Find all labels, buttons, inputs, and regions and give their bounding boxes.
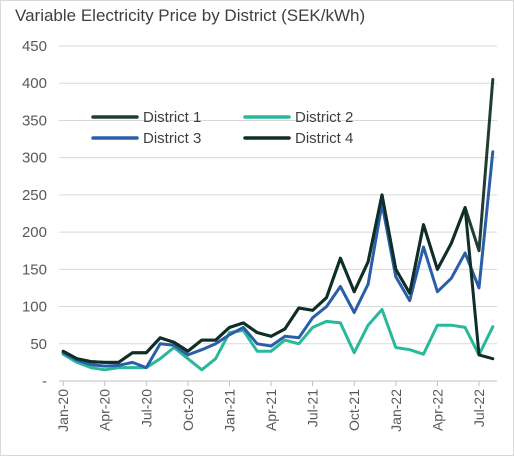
y-tick-label: 200	[22, 224, 47, 241]
y-axis: - 50 100 150 200 250 300 350 400 450	[22, 38, 47, 390]
x-tick-label: Apr-21	[263, 389, 279, 431]
y-tick-label: 100	[22, 299, 47, 316]
y-tick-label: -	[42, 373, 47, 390]
y-tick-label: 50	[30, 336, 47, 353]
x-tick-label: Jan-22	[388, 389, 404, 432]
x-axis: Jan-20 Apr-20 Jul-20 Oct-20 Jan-21 Apr-21 Jul-…	[55, 381, 487, 432]
x-tick-label: Oct-20	[180, 389, 196, 431]
series-layer	[61, 78, 495, 372]
series-line-district-3	[61, 150, 495, 370]
legend-label-district-4: District 4	[295, 130, 353, 147]
x-tick-label: Jan-21	[221, 389, 237, 432]
x-tick-label: Jul-22	[471, 389, 487, 427]
y-tick-label: 450	[22, 38, 47, 55]
y-tick-label: 250	[22, 187, 47, 204]
y-tick-label: 300	[22, 150, 47, 167]
y-tick-label: 150	[22, 261, 47, 278]
y-tick-label: 350	[22, 112, 47, 129]
x-tick-label: Oct-21	[346, 389, 362, 431]
legend-label-district-1: District 1	[143, 109, 201, 126]
chart-title: Variable Electricity Price by District (…	[15, 6, 366, 25]
legend-label-district-3: District 3	[143, 130, 201, 147]
x-tick-label: Jan-20	[55, 389, 71, 432]
series-line-district-2	[61, 308, 495, 372]
x-tick-label: Jul-20	[138, 389, 154, 427]
y-tick-label: 400	[22, 75, 47, 92]
series-line-district-1	[61, 78, 495, 364]
x-tick-label: Jul-21	[305, 389, 321, 427]
legend-label-district-2: District 2	[295, 109, 353, 126]
series-line-district-4	[61, 193, 495, 364]
legend: District 1 District 2 District 3 District 4	[91, 109, 353, 147]
x-tick-label: Apr-20	[97, 389, 113, 431]
grid-layer	[59, 45, 497, 382]
x-tick-label: Apr-22	[429, 389, 445, 431]
